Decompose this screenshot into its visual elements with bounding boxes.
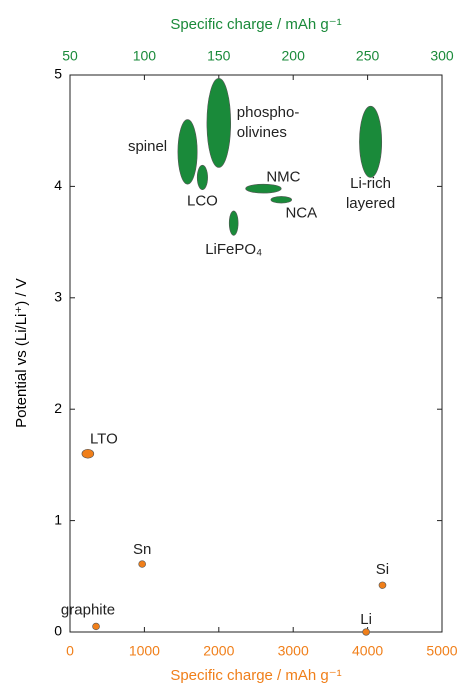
point-label: graphite	[61, 601, 115, 618]
x-tick-label: 3000	[278, 643, 309, 659]
y-tick-label: 1	[54, 511, 62, 527]
point-label: NMC	[266, 169, 300, 186]
data-ellipse	[362, 628, 370, 636]
x2-axis-title: Specific charge / mAh g⁻¹	[170, 16, 341, 33]
data-ellipse	[378, 581, 387, 589]
point-label: spinel	[128, 138, 167, 155]
plot-frame	[69, 74, 443, 633]
x2-tick-label: 250	[356, 48, 380, 64]
point-label: Sn	[133, 541, 151, 558]
data-ellipse	[245, 183, 282, 194]
point-label: phospho-	[237, 104, 300, 121]
point-label: olivines	[237, 124, 287, 141]
data-ellipse	[270, 196, 293, 204]
x2-tick-label: 200	[282, 48, 306, 64]
x-tick-label: 0	[66, 643, 74, 659]
point-label: LCO	[187, 192, 218, 209]
data-ellipse	[206, 78, 232, 168]
x-tick-label: 2000	[203, 643, 234, 659]
data-ellipse	[81, 449, 95, 459]
y-tick-label: 5	[54, 66, 62, 82]
point-label: Li	[360, 611, 372, 628]
point-label: NCA	[285, 205, 317, 222]
data-ellipse	[228, 210, 239, 236]
point-label: Si	[376, 561, 389, 578]
point-label: Li-rich	[350, 175, 391, 192]
point-label: LiFePO₄	[205, 241, 262, 258]
x2-tick-label: 100	[133, 48, 157, 64]
data-ellipse	[92, 622, 100, 631]
x2-tick-label: 300	[430, 48, 454, 64]
x-tick-label: 4000	[352, 643, 383, 659]
data-ellipse	[196, 164, 208, 191]
y-tick-label: 4	[54, 177, 62, 193]
y-tick-label: 2	[54, 400, 62, 416]
y-axis-title: Potential vs (Li/Li⁺) / V	[13, 278, 30, 428]
data-ellipse	[138, 560, 146, 568]
point-label: layered	[346, 195, 395, 212]
data-ellipse	[359, 105, 383, 178]
x-axis-title: Specific charge / mAh g⁻¹	[170, 667, 341, 684]
x2-tick-label: 150	[207, 48, 231, 64]
x2-tick-label: 50	[62, 48, 78, 64]
point-label: LTO	[90, 431, 118, 448]
y-tick-label: 0	[54, 623, 62, 639]
data-ellipse	[177, 119, 198, 185]
x-tick-label: 5000	[426, 643, 457, 659]
y-tick-label: 3	[54, 289, 62, 305]
x-tick-label: 1000	[129, 643, 160, 659]
